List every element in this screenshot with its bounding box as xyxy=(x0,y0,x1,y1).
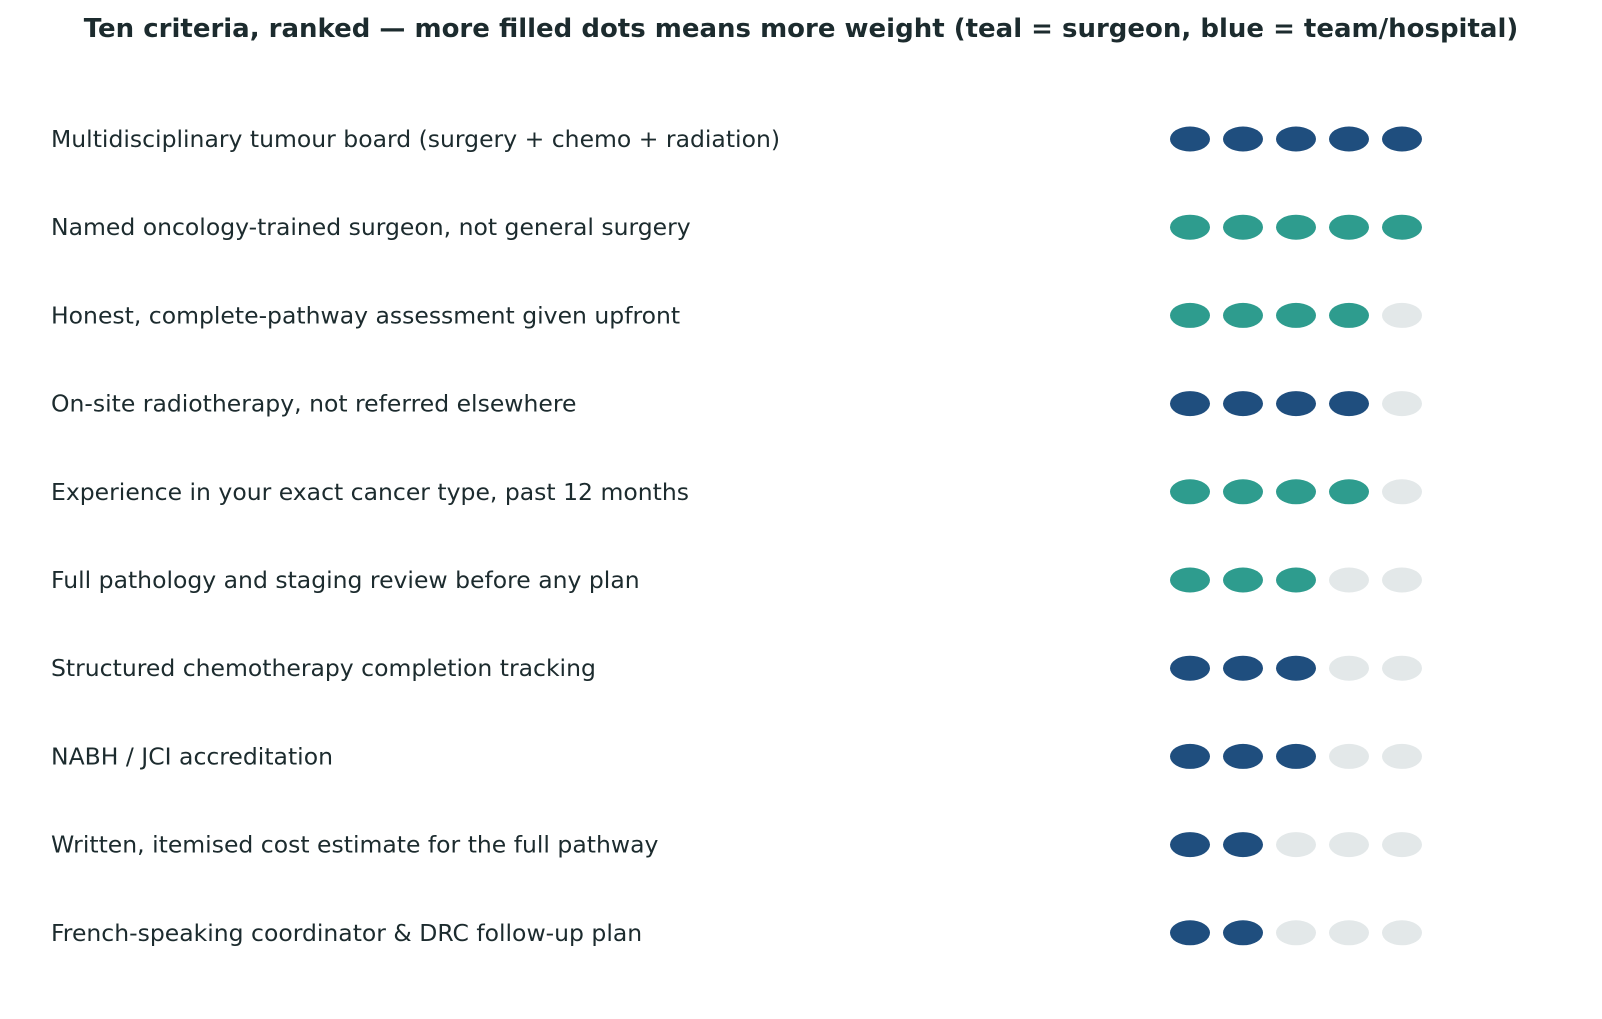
filled-dot xyxy=(1170,832,1210,858)
criterion-label: Full pathology and staging review before… xyxy=(51,566,640,594)
filled-dot xyxy=(1223,214,1263,240)
filled-dot xyxy=(1329,479,1369,505)
filled-dot xyxy=(1223,302,1263,328)
criterion-label: Multidisciplinary tumour board (surgery … xyxy=(51,125,780,153)
empty-dot xyxy=(1382,920,1422,946)
filled-dot xyxy=(1276,743,1316,769)
filled-dot xyxy=(1276,302,1316,328)
filled-dot xyxy=(1276,214,1316,240)
criterion-label: Written, itemised cost estimate for the … xyxy=(51,831,658,859)
empty-dot xyxy=(1329,655,1369,681)
filled-dot xyxy=(1170,920,1210,946)
chart-title: Ten criteria, ranked — more filled dots … xyxy=(83,14,1519,44)
filled-dot xyxy=(1223,743,1263,769)
filled-dot xyxy=(1170,302,1210,328)
filled-dot xyxy=(1223,655,1263,681)
filled-dot xyxy=(1329,214,1369,240)
filled-dot xyxy=(1170,479,1210,505)
empty-dot xyxy=(1382,391,1422,417)
filled-dot xyxy=(1223,479,1263,505)
empty-dot xyxy=(1329,567,1369,593)
criterion-row: Experience in your exact cancer type, pa… xyxy=(51,478,1422,506)
filled-dot xyxy=(1276,655,1316,681)
empty-dot xyxy=(1382,832,1422,858)
criterion-row: Full pathology and staging review before… xyxy=(51,566,1422,594)
filled-dot xyxy=(1170,655,1210,681)
filled-dot xyxy=(1170,567,1210,593)
criterion-row: Named oncology-trained surgeon, not gene… xyxy=(51,213,1422,241)
filled-dot xyxy=(1276,391,1316,417)
filled-dot xyxy=(1170,743,1210,769)
filled-dot xyxy=(1382,214,1422,240)
empty-dot xyxy=(1329,920,1369,946)
criterion-row: Written, itemised cost estimate for the … xyxy=(51,831,1422,859)
filled-dot xyxy=(1170,126,1210,152)
filled-dot xyxy=(1329,391,1369,417)
empty-dot xyxy=(1382,743,1422,769)
filled-dot xyxy=(1329,126,1369,152)
criterion-label: On-site radiotherapy, not referred elsew… xyxy=(51,390,576,418)
empty-dot xyxy=(1329,743,1369,769)
filled-dot xyxy=(1276,567,1316,593)
criterion-row: French-speaking coordinator & DRC follow… xyxy=(51,919,1422,947)
criterion-label: French-speaking coordinator & DRC follow… xyxy=(51,919,642,947)
filled-dot xyxy=(1223,126,1263,152)
filled-dot xyxy=(1276,126,1316,152)
criterion-row: NABH / JCI accreditation xyxy=(51,742,1422,770)
empty-dot xyxy=(1382,302,1422,328)
empty-dot xyxy=(1382,479,1422,505)
filled-dot xyxy=(1170,391,1210,417)
criterion-label: Structured chemotherapy completion track… xyxy=(51,654,596,682)
criterion-row: On-site radiotherapy, not referred elsew… xyxy=(51,390,1422,418)
criterion-row: Honest, complete-pathway assessment give… xyxy=(51,301,1422,329)
criterion-label: Named oncology-trained surgeon, not gene… xyxy=(51,213,691,241)
criterion-row: Multidisciplinary tumour board (surgery … xyxy=(51,125,1422,153)
empty-dot xyxy=(1382,655,1422,681)
filled-dot xyxy=(1223,391,1263,417)
criterion-label: Experience in your exact cancer type, pa… xyxy=(51,478,689,506)
filled-dot xyxy=(1223,920,1263,946)
criterion-label: NABH / JCI accreditation xyxy=(51,742,333,770)
filled-dot xyxy=(1276,479,1316,505)
filled-dot xyxy=(1223,567,1263,593)
filled-dot xyxy=(1170,214,1210,240)
empty-dot xyxy=(1276,832,1316,858)
criterion-label: Honest, complete-pathway assessment give… xyxy=(51,301,680,329)
filled-dot xyxy=(1382,126,1422,152)
filled-dot xyxy=(1223,832,1263,858)
empty-dot xyxy=(1382,567,1422,593)
filled-dot xyxy=(1329,302,1369,328)
empty-dot xyxy=(1329,832,1369,858)
criterion-row: Structured chemotherapy completion track… xyxy=(51,654,1422,682)
empty-dot xyxy=(1276,920,1316,946)
